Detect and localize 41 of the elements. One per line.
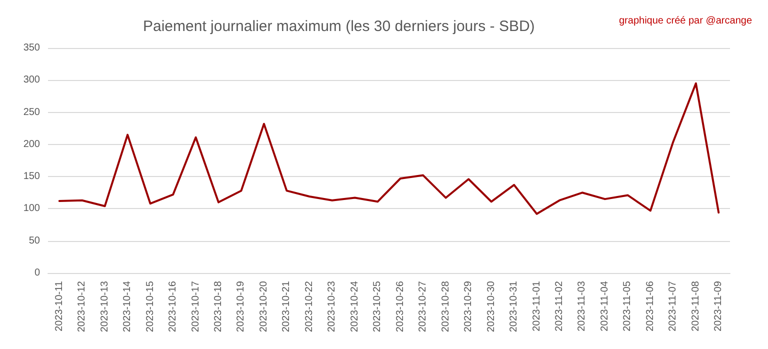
y-tick-label: 0 <box>34 268 40 278</box>
y-tick-label: 50 <box>28 235 40 246</box>
x-tick-label: 2023-11-02 <box>554 280 565 332</box>
x-tick-label: 2023-10-15 <box>144 280 156 332</box>
y-tick-label: 350 <box>23 42 40 54</box>
x-tick-label: 2023-10-23 <box>326 280 338 332</box>
y-tick-label: 150 <box>23 171 40 182</box>
x-tick-label: 2023-10-20 <box>258 280 270 332</box>
x-tick-label: 2023-10-24 <box>349 280 360 332</box>
chart-title: Paiement journalier maximum (les 30 derniers jours - SBD) <box>143 18 535 35</box>
x-tick-label: 2023-11-03 <box>576 280 588 332</box>
x-tick-label: 2023-10-29 <box>463 280 474 332</box>
x-tick-label: 2023-10-16 <box>168 280 179 332</box>
x-tick-label: 2023-11-06 <box>644 280 656 332</box>
y-tick-label: 100 <box>23 203 40 214</box>
x-tick-label: 2023-10-21 <box>281 280 292 332</box>
x-tick-label: 2023-10-25 <box>372 280 384 332</box>
x-tick-label: 2023-10-11 <box>54 280 65 332</box>
y-tick-label: 250 <box>23 106 40 118</box>
x-tick-label: 2023-11-09 <box>713 280 724 332</box>
x-tick-label: 2023-10-13 <box>99 280 110 332</box>
x-tick-label: 2023-10-12 <box>76 280 88 332</box>
x-tick-label: 2023-10-14 <box>122 280 134 332</box>
x-tick-label: 2023-11-08 <box>690 280 702 332</box>
line-series <box>58 82 720 215</box>
y-tick-label: 300 <box>23 74 40 86</box>
x-tick-label: 2023-10-31 <box>508 280 520 332</box>
x-tick-label: 2023-10-19 <box>236 280 247 332</box>
x-tick-label: 2023-10-30 <box>486 280 497 332</box>
x-tick-label: 2023-10-22 <box>304 280 315 332</box>
text: graphique créé par @arcange <box>618 16 752 26</box>
x-tick-label: 2023-11-05 <box>622 280 634 332</box>
x-tick-label: 2023-11-04 <box>599 280 610 332</box>
y-tick-label: 200 <box>23 138 40 150</box>
x-tick-label: 2023-10-27 <box>418 280 429 332</box>
x-tick-label: 2023-11-01 <box>531 280 542 332</box>
x-tick-label: 2023-10-26 <box>394 280 406 332</box>
x-tick-label: 2023-11-07 <box>668 280 679 332</box>
x-tick-label: 2023-10-28 <box>440 280 452 332</box>
x-tick-label: 2023-10-17 <box>190 280 202 332</box>
x-tick-label: 2023-10-18 <box>213 280 224 332</box>
